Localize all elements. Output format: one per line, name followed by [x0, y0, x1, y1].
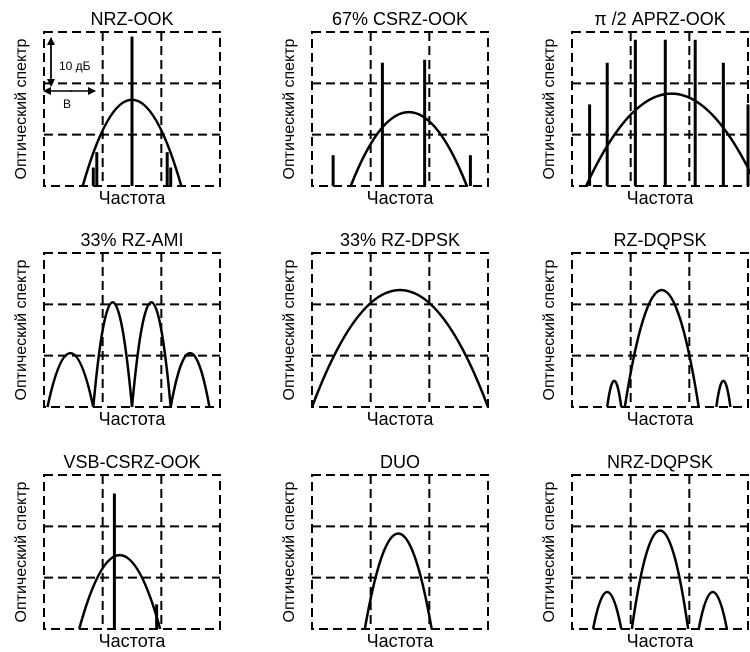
x-axis-label: Частота	[627, 631, 695, 651]
spectrum-curve	[623, 289, 700, 408]
spectrum-panel: 33% RZ-DPSK Частота Оптический спектр	[281, 230, 490, 429]
panel-frame	[43, 252, 221, 408]
x-axis-label: Частота	[367, 188, 435, 208]
panel-title: 33% RZ-DPSK	[340, 230, 460, 250]
spectrum-curve	[310, 288, 490, 408]
scale-annotation: 10 дБ B	[43, 37, 96, 111]
spectrum-panel: NRZ-OOK Частота Оптический спектр	[13, 9, 221, 208]
x-axis-label: Частота	[99, 631, 167, 651]
panel-frame	[311, 252, 489, 408]
panel-frame	[571, 474, 749, 630]
y-axis-label: Оптический спектр	[13, 38, 30, 179]
spectrum-curve	[605, 379, 623, 408]
panel-frame	[43, 31, 221, 187]
panel-frame	[311, 31, 489, 187]
spectrum-curve	[130, 301, 172, 408]
panel-title: NRZ-DQPSK	[607, 452, 713, 472]
y-axis-label: Оптический спектр	[13, 481, 30, 622]
y-axis-label: Оптический спектр	[281, 481, 298, 622]
spectrum-curve	[92, 301, 134, 408]
spectrum-curve	[77, 553, 162, 630]
spectrum-curve	[169, 352, 211, 408]
spectrum-curve	[584, 92, 750, 187]
y-axis-label: Оптический спектр	[541, 481, 558, 622]
power-scale-label: 10 дБ	[59, 59, 91, 73]
x-axis-label: Частота	[627, 188, 695, 208]
panel-title: 33% RZ-AMI	[80, 230, 183, 250]
panel-title: π /2 APRZ-OOK	[594, 9, 725, 29]
y-axis-label: Оптический спектр	[541, 38, 558, 179]
panel-title: 67% CSRZ-OOK	[332, 9, 468, 29]
spectrum-curve	[630, 529, 690, 630]
spectrum-curve	[591, 591, 623, 630]
spectrum-curve	[363, 532, 433, 630]
panel-title: NRZ-OOK	[91, 9, 174, 29]
spectrum-panel: π /2 APRZ-OOK Частота Оптический спектр	[541, 9, 750, 208]
spectrum-panel: RZ-DQPSK Частота Оптический спектр	[541, 230, 749, 429]
spectrum-panel: VSB-CSRZ-OOK Частота Оптический спектр	[13, 452, 221, 651]
panel-title: RZ-DQPSK	[613, 230, 706, 250]
spectrum-curve	[715, 379, 732, 408]
y-axis-label: Оптический спектр	[541, 259, 558, 400]
spectrum-curve	[349, 110, 469, 187]
x-axis-label: Частота	[99, 409, 167, 429]
spectrum-curve	[697, 591, 729, 630]
panel-title: VSB-CSRZ-OOK	[63, 452, 200, 472]
spectrum-panel: DUO Частота Оптический спектр	[281, 452, 489, 651]
y-axis-label: Оптический спектр	[281, 259, 298, 400]
y-axis-label: Оптический спектр	[281, 38, 298, 179]
spectrum-panel: NRZ-DQPSK Частота Оптический спектр	[541, 452, 749, 651]
bandwidth-label: B	[63, 97, 71, 111]
panel-frame	[43, 474, 221, 630]
x-axis-label: Частота	[627, 409, 695, 429]
panel-title: DUO	[380, 452, 420, 472]
x-axis-label: Частота	[99, 188, 167, 208]
panel-frame	[311, 474, 489, 630]
spectrum-panel: 67% CSRZ-OOK Частота Оптический спектр	[281, 9, 489, 208]
y-axis-label: Оптический спектр	[13, 259, 30, 400]
spectrum-panel: 33% RZ-AMI Частота Оптический спектр	[13, 230, 221, 429]
spectrum-curve	[46, 352, 95, 408]
x-axis-label: Частота	[367, 409, 435, 429]
panel-frame	[571, 252, 749, 408]
x-axis-label: Частота	[367, 631, 435, 651]
